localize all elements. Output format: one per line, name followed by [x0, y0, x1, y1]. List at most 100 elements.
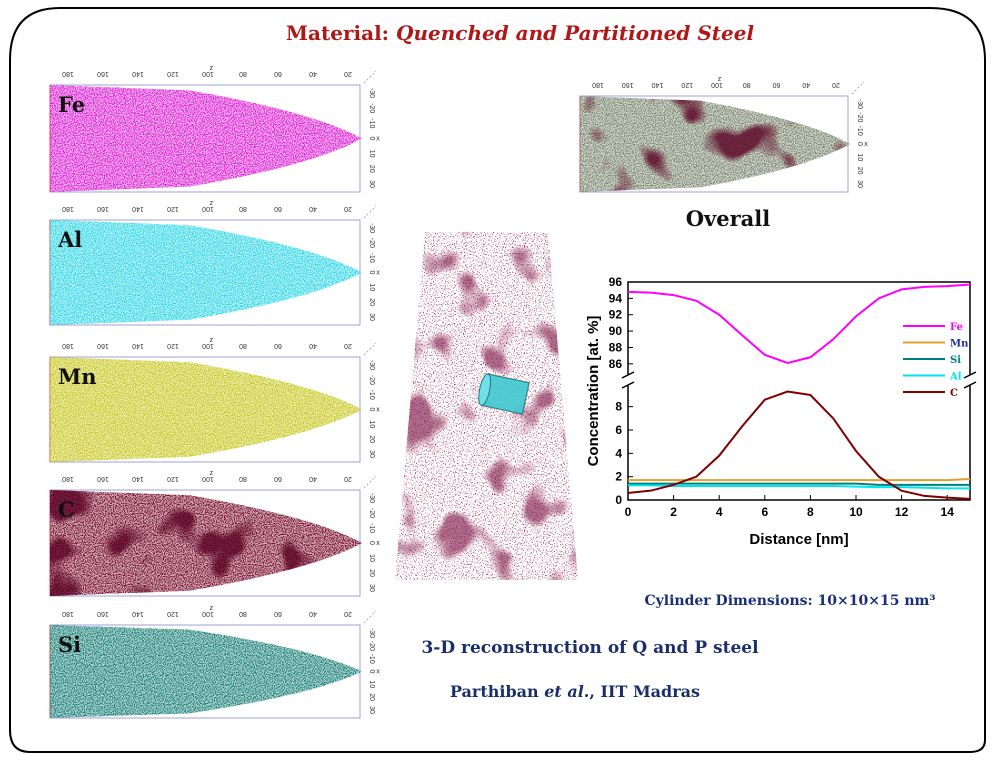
element-label: Al [57, 227, 82, 252]
z-tick-label: 180 [592, 81, 604, 88]
overall-label: Overall [686, 206, 771, 231]
legend-label: C [950, 388, 958, 399]
z-tick-label: 20 [344, 475, 352, 482]
x-tick-label: 30 [856, 180, 863, 188]
x-tick-label: -20 [368, 508, 375, 518]
z-tick-label: 60 [274, 342, 282, 349]
y-tick-label: 96 [609, 275, 623, 289]
x-tick-label: 10 [368, 420, 375, 428]
x-axis-label: x [376, 540, 380, 547]
y-tick-label: 86 [609, 357, 623, 371]
x-tick-label: 0 [368, 137, 375, 141]
z-tick-label: 180 [62, 70, 74, 77]
x-tick-label: 10 [368, 680, 375, 688]
x-tick-label: -10 [856, 126, 863, 136]
x-tick-label: -10 [368, 118, 375, 128]
element-label: C [58, 497, 75, 522]
slide: Material: Quenched and Partitioned Steel… [0, 0, 995, 760]
z-tick-label: 140 [132, 610, 144, 617]
x-tick-label: 20 [368, 165, 375, 173]
cylinder-dimensions: Cylinder Dimensions: 10×10×15 nm³ [645, 593, 936, 609]
y-tick-label: 92 [609, 308, 623, 322]
z-tick-label: 160 [97, 205, 109, 212]
element-label: Mn [58, 364, 97, 389]
legend-label: Si [950, 355, 961, 366]
z-tick-label: 60 [274, 475, 282, 482]
x-tick-label: 10 [368, 554, 375, 562]
x-tick-label: 20 [368, 693, 375, 701]
credit-affiliation: , IIT Madras [589, 682, 700, 701]
x-tick-label: -30 [368, 223, 375, 233]
x-tick-label: 20 [368, 569, 375, 577]
y-tick-label: 4 [615, 446, 622, 460]
element-label: Fe [58, 92, 85, 117]
y-tick-label: 8 [615, 400, 622, 414]
corner-line [364, 611, 376, 623]
y-tick-label: 0 [615, 493, 622, 507]
z-tick-label: 160 [97, 70, 109, 77]
x-tick-label: -30 [368, 493, 375, 503]
z-tick-label: 120 [167, 205, 179, 212]
title-lead: Material: [286, 21, 396, 45]
x-tick-label: 10 [849, 505, 863, 519]
z-tick-label: 60 [773, 81, 781, 88]
z-tick-label: 80 [239, 610, 247, 617]
z-tick-label: 120 [167, 475, 179, 482]
legend-label: Fe [950, 322, 963, 333]
x-tick-label: -20 [368, 641, 375, 651]
x-axis-label: x [864, 141, 868, 148]
z-tick-label: 20 [832, 81, 840, 88]
z-tick-label: 120 [167, 610, 179, 617]
z-tick-label: 120 [167, 70, 179, 77]
x-tick-label: -30 [368, 628, 375, 638]
corner-line [852, 82, 864, 94]
z-tick-label: 80 [239, 342, 247, 349]
z-tick-label: 20 [344, 205, 352, 212]
z-tick-label: 80 [239, 475, 247, 482]
z-axis-label: z [209, 604, 213, 611]
x-tick-label: -20 [368, 375, 375, 385]
x-tick-label: -10 [368, 654, 375, 664]
x-tick-label: 8 [807, 505, 814, 519]
z-tick-label: 80 [743, 81, 751, 88]
z-axis-label: z [209, 336, 213, 343]
x-tick-label: 0 [368, 670, 375, 674]
credit-etal: et al. [544, 682, 589, 701]
z-tick-label: 160 [97, 475, 109, 482]
corner-line [364, 343, 376, 355]
z-axis-label: z [717, 75, 721, 82]
z-tick-label: 140 [652, 81, 664, 88]
x-tick-label: 30 [368, 706, 375, 714]
series-line [628, 479, 970, 480]
legend-label: Al [949, 372, 962, 383]
x-tick-label: 30 [368, 450, 375, 458]
x-tick-label: 30 [368, 180, 375, 188]
x-tick-label: 4 [716, 505, 723, 519]
legend-label: Mn [950, 339, 969, 350]
x-tick-label: -30 [368, 360, 375, 370]
corner-line [364, 206, 376, 218]
x-tick-label: 6 [761, 505, 768, 519]
x-tick-label: 30 [368, 313, 375, 321]
element-maps: Fe18016014012010080604020z-30-20-1001020… [50, 64, 380, 718]
z-tick-label: 40 [309, 70, 317, 77]
z-axis-label: z [209, 469, 213, 476]
z-tick-label: 160 [97, 342, 109, 349]
x-tick-label: -30 [368, 88, 375, 98]
z-tick-label: 140 [132, 475, 144, 482]
x-axis-label: Distance [nm] [749, 531, 848, 548]
z-tick-label: 20 [344, 342, 352, 349]
x-tick-label: 12 [895, 505, 909, 519]
caption: 3-D reconstruction of Q and P steel [421, 638, 759, 658]
x-tick-label: -10 [368, 253, 375, 263]
x-tick-label: 2 [670, 505, 677, 519]
z-tick-label: 120 [681, 81, 693, 88]
z-axis-label: z [209, 64, 213, 71]
z-tick-label: 140 [132, 205, 144, 212]
z-tick-label: 40 [309, 205, 317, 212]
reconstruction [395, 232, 578, 580]
x-tick-label: 10 [368, 150, 375, 158]
z-tick-label: 180 [62, 342, 74, 349]
y-tick-label: 2 [615, 470, 622, 484]
z-tick-label: 60 [274, 610, 282, 617]
